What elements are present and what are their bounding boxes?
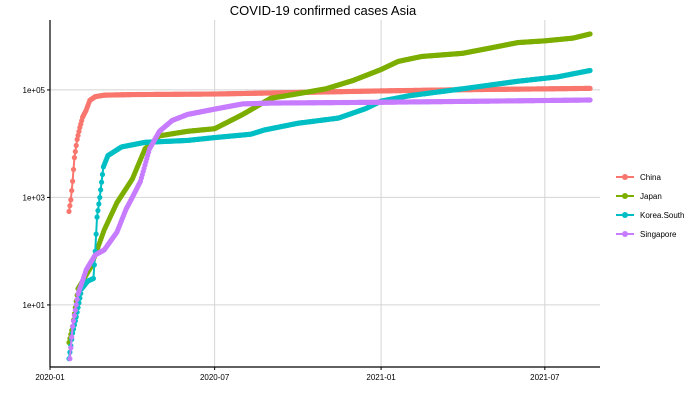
legend-label: Japan: [640, 192, 662, 201]
x-tick-label: 2020-01: [35, 373, 65, 382]
data-point: [587, 85, 593, 91]
x-axis-ticks: 2020-01 2020-07 2021-01 2021-07: [35, 367, 560, 382]
data-point: [72, 307, 78, 313]
legend-swatch-dot: [622, 174, 628, 180]
data-point: [98, 179, 105, 185]
data-point: [75, 132, 81, 139]
legend-label: China: [640, 173, 661, 182]
data-point: [99, 171, 106, 178]
data-point: [70, 166, 77, 173]
data-point: [71, 312, 78, 319]
data-point: [69, 187, 75, 194]
data-point: [70, 318, 77, 324]
data-point: [73, 142, 79, 149]
legend-label: Korea.South: [640, 211, 684, 220]
data-point: [68, 345, 74, 351]
legend-item: Singapore: [616, 230, 677, 239]
data-point: [76, 128, 82, 135]
plot-panel: [50, 20, 600, 367]
chart-title: COVID-19 confirmed cases Asia: [230, 3, 417, 18]
series-singapore: [67, 97, 593, 362]
y-tick-label: 1e+03: [23, 193, 46, 202]
data-point: [72, 148, 78, 155]
data-point: [587, 67, 593, 74]
legend: China Japan Korea.South Singapore: [616, 173, 684, 239]
y-axis-ticks: 1e+01 1e+03 1e+05: [23, 86, 50, 310]
x-tick-label: 2021-07: [530, 373, 560, 382]
x-tick-label: 2020-07: [200, 373, 230, 382]
data-point: [95, 207, 101, 214]
legend-swatch-dot: [622, 193, 628, 199]
data-point: [74, 136, 80, 143]
data-point: [71, 155, 78, 161]
data-point: [73, 302, 79, 308]
legend-item: China: [616, 173, 661, 182]
data-point: [587, 97, 593, 103]
legend-swatch-dot: [622, 212, 628, 218]
legend-swatch-dot: [622, 231, 628, 237]
data-point: [93, 231, 99, 237]
data-point: [70, 323, 76, 329]
y-tick-label: 1e+05: [23, 86, 46, 95]
data-point: [587, 31, 593, 37]
data-point: [67, 203, 73, 209]
data-point: [94, 214, 100, 220]
x-tick-label: 2021-01: [366, 373, 396, 382]
data-point: [68, 197, 74, 203]
series-japan: [66, 31, 593, 346]
data-point: [98, 187, 104, 193]
data-point: [70, 178, 76, 184]
data-point: [96, 201, 102, 207]
y-tick-label: 1e+01: [23, 301, 46, 310]
legend-item: Japan: [616, 192, 662, 201]
data-point: [69, 334, 75, 340]
data-point: [74, 296, 80, 302]
data-point: [97, 194, 103, 201]
legend-item: Korea.South: [616, 211, 684, 220]
legend-label: Singapore: [640, 230, 677, 239]
data-point: [90, 275, 97, 282]
data-point: [66, 208, 72, 215]
data-point: [67, 356, 73, 362]
series-korea-south: [66, 67, 593, 362]
series-layer: [66, 31, 593, 362]
